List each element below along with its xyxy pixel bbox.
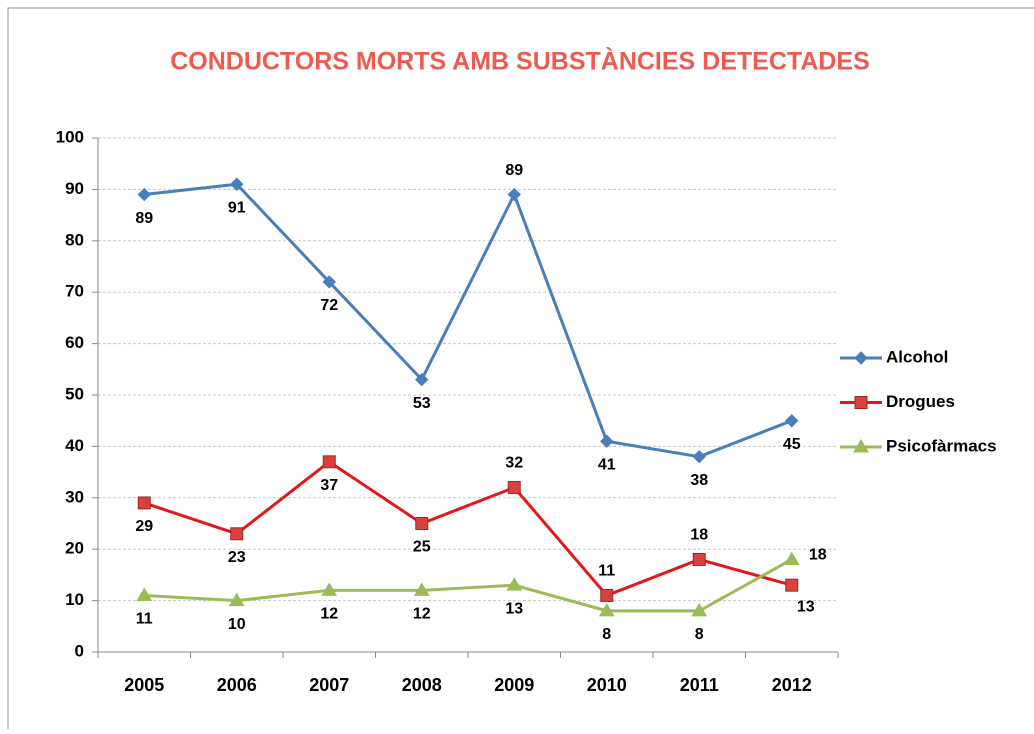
data-label: 91 xyxy=(228,199,246,216)
marker xyxy=(692,449,706,464)
marker xyxy=(136,587,153,601)
x-tick-label: 2009 xyxy=(494,675,534,695)
data-label: 89 xyxy=(135,210,153,227)
marker xyxy=(137,187,151,202)
marker xyxy=(415,372,429,387)
x-tick-label: 2012 xyxy=(772,675,812,695)
x-tick-label: 2010 xyxy=(587,675,627,695)
y-tick-label: 40 xyxy=(65,436,84,455)
series-line xyxy=(144,182,793,459)
y-tick-label: 0 xyxy=(75,641,84,660)
legend-label: Drogues xyxy=(886,392,955,411)
marker xyxy=(321,582,338,596)
data-label: 41 xyxy=(598,456,616,473)
y-tick-label: 60 xyxy=(65,333,84,352)
x-tick-label: 2006 xyxy=(217,675,257,695)
legend-label: Psicofàrmacs xyxy=(886,436,997,455)
marker xyxy=(600,434,614,448)
y-tick-label: 80 xyxy=(65,230,84,249)
marker xyxy=(692,552,706,566)
marker xyxy=(600,588,614,602)
data-label: 37 xyxy=(320,477,338,494)
marker xyxy=(854,351,868,365)
marker xyxy=(785,578,799,592)
x-tick-label: 2007 xyxy=(309,675,349,695)
marker xyxy=(230,527,244,541)
x-tick-label: 2011 xyxy=(680,675,719,695)
data-label: 10 xyxy=(228,616,246,633)
marker xyxy=(322,455,336,469)
data-label: 29 xyxy=(135,518,153,535)
y-tick-label: 50 xyxy=(65,384,84,403)
data-label: 12 xyxy=(413,606,431,623)
y-tick-label: 70 xyxy=(65,282,84,301)
marker xyxy=(230,177,244,191)
marker xyxy=(322,275,336,289)
data-label: 38 xyxy=(690,472,708,489)
chart-border xyxy=(7,7,1034,729)
marker xyxy=(137,496,151,510)
data-label: 23 xyxy=(228,549,246,566)
x-tick-label: 2005 xyxy=(124,675,164,695)
data-label: 72 xyxy=(320,297,338,314)
data-label: 25 xyxy=(413,539,431,556)
data-label: 18 xyxy=(809,547,827,564)
data-label: 32 xyxy=(505,455,523,472)
marker xyxy=(415,517,429,530)
data-label: 13 xyxy=(505,600,523,617)
y-tick-label: 10 xyxy=(65,590,84,609)
marker xyxy=(598,602,615,617)
marker xyxy=(507,481,521,495)
data-label: 45 xyxy=(783,436,801,453)
y-tick-label: 30 xyxy=(65,487,84,506)
chart-title: CONDUCTORS MORTS AMB SUBSTÀNCIES DETECTA… xyxy=(170,47,870,76)
data-label: 11 xyxy=(136,611,153,628)
marker xyxy=(506,577,523,591)
series-line xyxy=(144,558,793,613)
data-label: 89 xyxy=(505,162,523,179)
y-tick-label: 100 xyxy=(56,127,84,146)
y-tick-label: 90 xyxy=(65,179,84,198)
marker xyxy=(228,592,245,607)
data-label: 53 xyxy=(413,395,431,412)
marker xyxy=(507,187,521,202)
data-label: 18 xyxy=(690,527,708,544)
marker xyxy=(413,582,430,596)
legend-label: Alcohol xyxy=(886,347,948,366)
data-label: 12 xyxy=(320,606,338,623)
marker xyxy=(854,396,868,409)
data-label: 8 xyxy=(695,626,704,643)
marker xyxy=(785,413,799,428)
marker xyxy=(853,439,869,453)
marker xyxy=(691,602,708,617)
y-tick-label: 20 xyxy=(65,539,84,558)
marker xyxy=(783,551,800,565)
data-label: 8 xyxy=(602,626,611,643)
data-label: 11 xyxy=(598,563,615,580)
x-tick-label: 2008 xyxy=(402,675,442,695)
series-line xyxy=(143,459,793,598)
data-label: 13 xyxy=(797,598,815,615)
